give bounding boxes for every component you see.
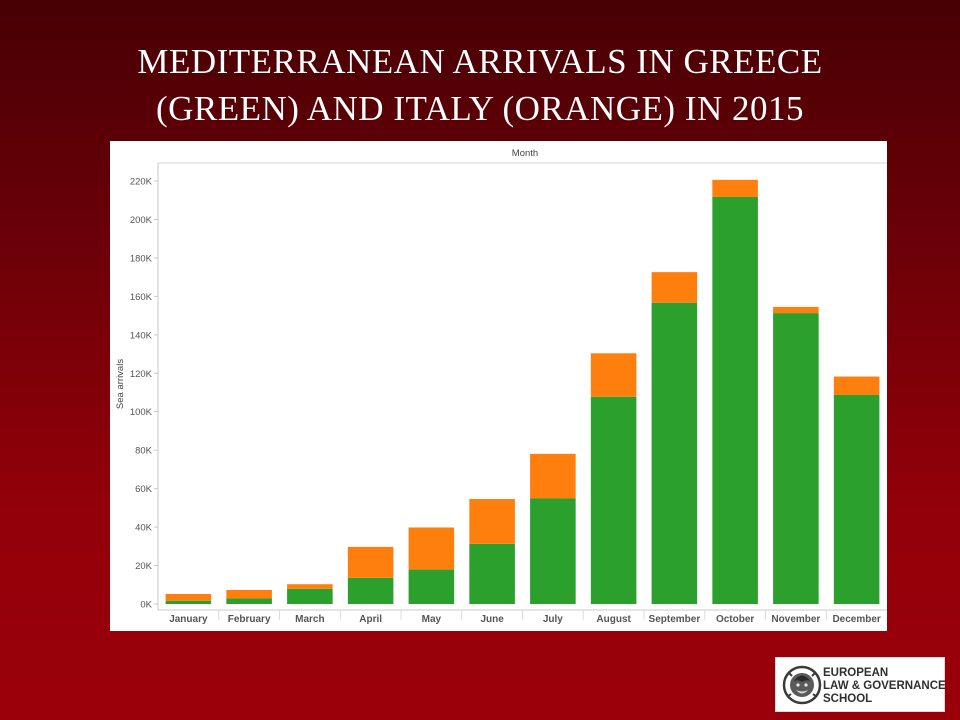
y-tick-label: 140K <box>130 330 153 341</box>
y-tick-label: 20K <box>135 561 153 572</box>
chart-panel: Month Sea arrivals 0K 20K 40K 60K 80K 100K 120… <box>110 141 887 631</box>
stacked-bar-chart: Month Sea arrivals 0K 20K 40K 60K 80K 100K 120… <box>115 148 887 625</box>
bar-greece-may <box>408 569 455 604</box>
y-tick-label: 200K <box>130 215 153 226</box>
bars <box>165 179 880 604</box>
x-tick-label: February <box>228 614 271 625</box>
bar-greece-november <box>773 313 819 604</box>
logo-line-2: LAW & GOVERNANCE <box>823 680 946 692</box>
bar-greece-march <box>287 588 333 604</box>
bar-greece-july <box>530 498 576 604</box>
logo-text: EUROPEAN LAW & GOVERNANCE SCHOOL <box>823 667 946 706</box>
y-tick-label: 60K <box>135 484 153 495</box>
bar-greece-december <box>833 395 880 604</box>
bar-italy-april <box>347 546 394 578</box>
x-tick-label: December <box>832 614 880 625</box>
y-axis-label: Sea arrivals <box>115 359 126 409</box>
bar-italy-may <box>408 527 455 570</box>
emblem-icon <box>782 665 822 705</box>
bar-greece-january <box>165 600 212 604</box>
x-tick-label: January <box>169 614 208 625</box>
logo-line-1: EUROPEAN <box>823 667 889 679</box>
bar-greece-august <box>590 396 637 604</box>
x-tick-label: July <box>543 614 563 625</box>
slide-title: MEDITERRANEAN ARRIVALS IN GREECE (GREEN)… <box>137 42 823 128</box>
y-tick-label: 80K <box>135 446 153 457</box>
bar-italy-june <box>469 499 515 544</box>
bar-greece-october <box>712 196 758 604</box>
school-logo: EUROPEAN LAW & GOVERNANCE SCHOOL <box>775 657 946 712</box>
bar-italy-september <box>651 272 698 303</box>
bar-greece-february <box>226 598 272 604</box>
y-tick-label: 0K <box>140 600 152 611</box>
bar-greece-september <box>651 302 698 604</box>
bar-italy-november <box>773 306 819 314</box>
x-tick-label: May <box>422 614 442 625</box>
bar-italy-march <box>287 584 333 589</box>
y-tick-label: 120K <box>130 369 153 380</box>
x-tick-label: October <box>716 614 754 625</box>
bar-greece-april <box>347 577 394 604</box>
y-tick-label: 180K <box>130 253 153 264</box>
bar-italy-december <box>833 376 880 395</box>
x-tick-label: September <box>649 614 701 625</box>
bar-greece-june <box>469 543 515 604</box>
y-tick-label: 160K <box>130 292 153 303</box>
y-tick-label: 40K <box>135 523 153 534</box>
x-tick-label: March <box>295 614 324 625</box>
bar-italy-october <box>712 179 758 197</box>
chart-top-label: Month <box>512 148 538 159</box>
x-tick-label: August <box>596 614 631 625</box>
bar-italy-january <box>165 594 212 601</box>
y-tick-label: 100K <box>130 407 153 418</box>
x-tick-label: November <box>771 614 820 625</box>
x-axis: January February March April May June July Augu… <box>158 609 887 625</box>
bar-italy-february <box>226 589 272 599</box>
x-tick-label: June <box>480 614 504 625</box>
y-axis: 0K 20K 40K 60K 80K 100K 120K 140K 160K 180K 200K 22… <box>130 163 159 611</box>
bar-italy-july <box>530 453 576 499</box>
logo-line-3: SCHOOL <box>823 693 873 705</box>
x-tick-label: April <box>359 614 382 625</box>
y-tick-label: 220K <box>130 177 153 188</box>
bar-italy-august <box>590 353 637 397</box>
